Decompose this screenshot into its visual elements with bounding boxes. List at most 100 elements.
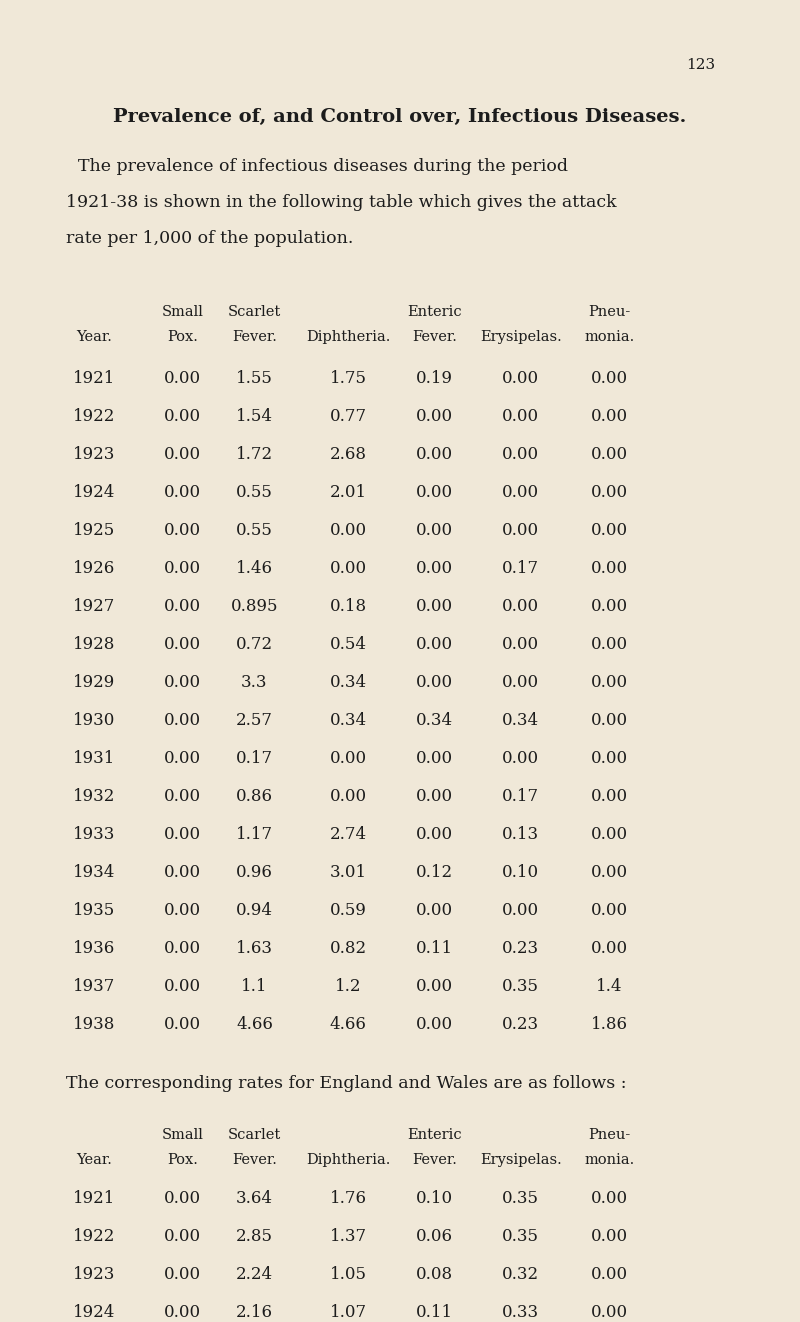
Text: 0.00: 0.00: [164, 826, 201, 843]
Text: rate per 1,000 of the population.: rate per 1,000 of the population.: [66, 230, 353, 247]
Text: 0.00: 0.00: [164, 674, 201, 691]
Text: 0.08: 0.08: [416, 1266, 453, 1282]
Text: 0.00: 0.00: [591, 522, 628, 539]
Text: 0.00: 0.00: [591, 674, 628, 691]
Text: 0.17: 0.17: [502, 561, 539, 576]
Text: 0.23: 0.23: [502, 1017, 539, 1032]
Text: 1927: 1927: [74, 598, 115, 615]
Text: 0.00: 0.00: [330, 750, 366, 767]
Text: 0.00: 0.00: [502, 750, 539, 767]
Text: 0.00: 0.00: [591, 1228, 628, 1245]
Text: 3.3: 3.3: [241, 674, 268, 691]
Text: 2.16: 2.16: [236, 1303, 273, 1321]
Text: 0.00: 0.00: [164, 788, 201, 805]
Text: 0.00: 0.00: [164, 865, 201, 880]
Text: 0.00: 0.00: [164, 484, 201, 501]
Text: 3.64: 3.64: [236, 1190, 273, 1207]
Text: 1931: 1931: [74, 750, 115, 767]
Text: Fever.: Fever.: [232, 1153, 277, 1167]
Text: Enteric: Enteric: [407, 1128, 462, 1142]
Text: 0.13: 0.13: [502, 826, 539, 843]
Text: 0.00: 0.00: [164, 1303, 201, 1321]
Text: 1.72: 1.72: [236, 446, 273, 463]
Text: 1.63: 1.63: [236, 940, 273, 957]
Text: 0.35: 0.35: [502, 1190, 539, 1207]
Text: 0.72: 0.72: [236, 636, 273, 653]
Text: 0.00: 0.00: [591, 826, 628, 843]
Text: 0.00: 0.00: [164, 1017, 201, 1032]
Text: 0.00: 0.00: [591, 484, 628, 501]
Text: 0.82: 0.82: [330, 940, 366, 957]
Text: 1.76: 1.76: [330, 1190, 366, 1207]
Text: 4.66: 4.66: [236, 1017, 273, 1032]
Text: 0.94: 0.94: [236, 902, 273, 919]
Text: Small: Small: [162, 305, 203, 319]
Text: 1934: 1934: [74, 865, 115, 880]
Text: 1932: 1932: [74, 788, 115, 805]
Text: 0.00: 0.00: [330, 561, 366, 576]
Text: 1.37: 1.37: [330, 1228, 366, 1245]
Text: 1935: 1935: [74, 902, 115, 919]
Text: 1.46: 1.46: [236, 561, 273, 576]
Text: 0.12: 0.12: [416, 865, 453, 880]
Text: 1.75: 1.75: [330, 370, 366, 387]
Text: 0.00: 0.00: [591, 1190, 628, 1207]
Text: 0.00: 0.00: [416, 598, 453, 615]
Text: 0.00: 0.00: [164, 1228, 201, 1245]
Text: 1923: 1923: [74, 1266, 115, 1282]
Text: 2.85: 2.85: [236, 1228, 273, 1245]
Text: 123: 123: [686, 58, 715, 71]
Text: 0.00: 0.00: [164, 902, 201, 919]
Text: 0.06: 0.06: [416, 1228, 453, 1245]
Text: 0.00: 0.00: [502, 674, 539, 691]
Text: 0.34: 0.34: [416, 713, 453, 728]
Text: 1.2: 1.2: [334, 978, 362, 995]
Text: 0.10: 0.10: [416, 1190, 453, 1207]
Text: 0.00: 0.00: [502, 408, 539, 424]
Text: 0.00: 0.00: [164, 750, 201, 767]
Text: 0.00: 0.00: [591, 788, 628, 805]
Text: 2.68: 2.68: [330, 446, 366, 463]
Text: 1.4: 1.4: [596, 978, 623, 995]
Text: 0.00: 0.00: [502, 484, 539, 501]
Text: 0.11: 0.11: [416, 940, 453, 957]
Text: The corresponding rates for England and Wales are as follows :: The corresponding rates for England and …: [66, 1075, 626, 1092]
Text: 1929: 1929: [74, 674, 115, 691]
Text: 0.00: 0.00: [416, 636, 453, 653]
Text: Pneu-: Pneu-: [589, 1128, 630, 1142]
Text: 0.17: 0.17: [502, 788, 539, 805]
Text: 0.00: 0.00: [416, 788, 453, 805]
Text: 0.33: 0.33: [502, 1303, 539, 1321]
Text: Fever.: Fever.: [412, 330, 457, 344]
Text: 0.00: 0.00: [164, 522, 201, 539]
Text: 1926: 1926: [74, 561, 115, 576]
Text: 0.00: 0.00: [591, 750, 628, 767]
Text: 0.54: 0.54: [330, 636, 366, 653]
Text: monia.: monia.: [585, 330, 634, 344]
Text: Small: Small: [162, 1128, 203, 1142]
Text: 0.00: 0.00: [164, 1190, 201, 1207]
Text: 0.00: 0.00: [416, 561, 453, 576]
Text: 0.32: 0.32: [502, 1266, 539, 1282]
Text: 0.00: 0.00: [591, 598, 628, 615]
Text: 0.00: 0.00: [591, 940, 628, 957]
Text: 0.00: 0.00: [416, 522, 453, 539]
Text: 0.00: 0.00: [416, 674, 453, 691]
Text: 0.00: 0.00: [502, 446, 539, 463]
Text: Pneu-: Pneu-: [589, 305, 630, 319]
Text: The prevalence of infectious diseases during the period: The prevalence of infectious diseases du…: [78, 159, 568, 175]
Text: 0.00: 0.00: [164, 636, 201, 653]
Text: Fever.: Fever.: [232, 330, 277, 344]
Text: Pox.: Pox.: [167, 330, 198, 344]
Text: 0.23: 0.23: [502, 940, 539, 957]
Text: 1.17: 1.17: [236, 826, 273, 843]
Text: 2.01: 2.01: [330, 484, 366, 501]
Text: 1933: 1933: [74, 826, 115, 843]
Text: 0.10: 0.10: [502, 865, 539, 880]
Text: 0.00: 0.00: [416, 978, 453, 995]
Text: 0.34: 0.34: [502, 713, 539, 728]
Text: 1938: 1938: [74, 1017, 115, 1032]
Text: 1.05: 1.05: [330, 1266, 366, 1282]
Text: Erysipelas.: Erysipelas.: [480, 330, 562, 344]
Text: Scarlet: Scarlet: [228, 305, 281, 319]
